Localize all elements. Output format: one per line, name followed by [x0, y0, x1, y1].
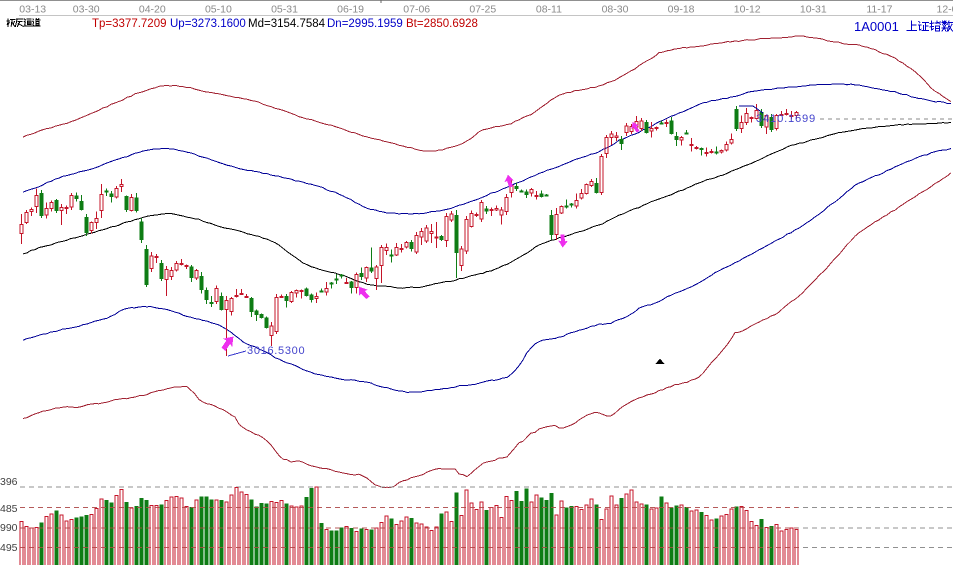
svg-text:Up=3273.1600: Up=3273.1600: [170, 18, 246, 30]
svg-text:08-30: 08-30: [602, 4, 629, 16]
svg-text:06-19: 06-19: [337, 4, 364, 16]
svg-text:07-06: 07-06: [403, 4, 430, 16]
svg-text:05-10: 05-10: [205, 4, 232, 16]
svg-text:05-31: 05-31: [271, 4, 298, 16]
svg-text:07-25: 07-25: [469, 4, 496, 16]
svg-text:Tp=3377.7209: Tp=3377.7209: [92, 18, 167, 30]
svg-text:Bt=2850.6928: Bt=2850.6928: [406, 18, 478, 30]
svg-text:3016.5300: 3016.5300: [247, 345, 305, 357]
svg-text:03-30: 03-30: [73, 4, 100, 16]
svg-text:10-31: 10-31: [800, 4, 827, 16]
svg-text:03-13: 03-13: [19, 4, 46, 16]
svg-text:04-20: 04-20: [139, 4, 166, 16]
svg-text:990: 990: [0, 522, 18, 534]
svg-text:11-17: 11-17: [866, 4, 892, 16]
svg-text:396: 396: [0, 476, 18, 488]
svg-text:12-0: 12-0: [936, 4, 953, 16]
svg-text:Dn=2995.1959: Dn=2995.1959: [327, 18, 403, 30]
svg-text:495: 495: [0, 542, 18, 554]
svg-text:10-12: 10-12: [734, 4, 761, 16]
svg-text:3410.1699: 3410.1699: [756, 113, 816, 125]
svg-text:08-11: 08-11: [536, 4, 562, 16]
svg-text:1A0001: 1A0001: [854, 19, 899, 34]
svg-text:Md=3154.7584: Md=3154.7584: [248, 18, 326, 30]
svg-text:09-18: 09-18: [668, 4, 695, 16]
svg-text:485: 485: [0, 503, 18, 515]
